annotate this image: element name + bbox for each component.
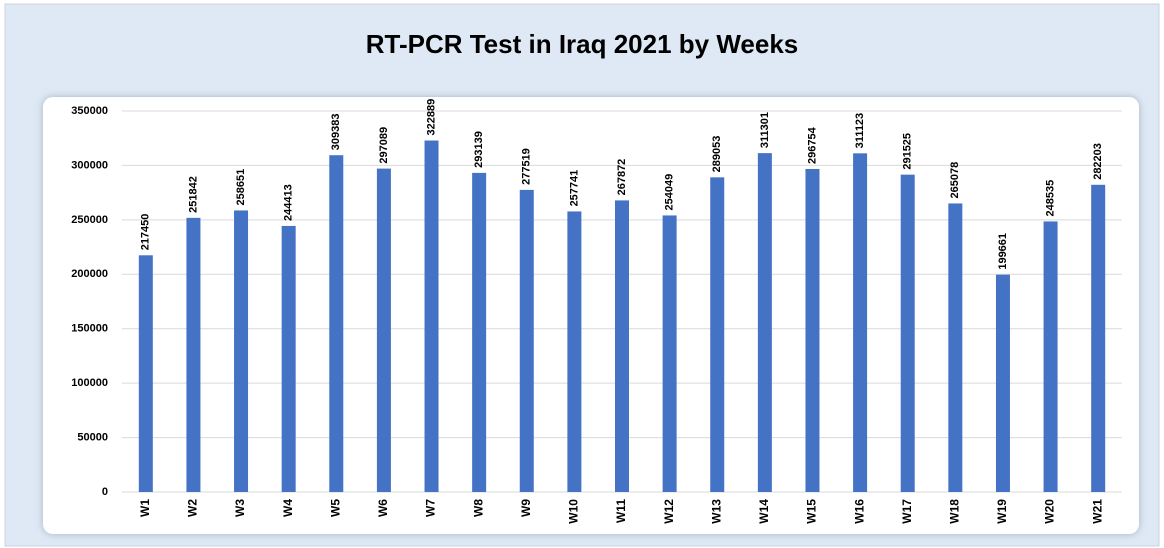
bar <box>615 200 629 492</box>
plot-panel <box>43 97 1139 534</box>
data-label: 293139 <box>473 131 485 168</box>
data-label: 297089 <box>378 127 390 164</box>
data-label: 254049 <box>664 174 676 211</box>
data-label: 311123 <box>854 113 866 149</box>
data-label: 251842 <box>187 176 199 213</box>
y-tick-label: 150000 <box>71 323 108 335</box>
bar <box>186 217 201 492</box>
bar <box>424 140 439 492</box>
x-tick-label: W7 <box>424 499 438 517</box>
x-tick-label: W6 <box>376 499 390 517</box>
data-label: 257741 <box>568 170 580 207</box>
x-tick-label: W5 <box>328 499 342 517</box>
y-tick-label: 0 <box>102 486 108 498</box>
bar <box>995 274 1010 492</box>
y-tick-label: 100000 <box>71 377 108 389</box>
data-label: 289053 <box>711 136 723 173</box>
data-label: 267872 <box>616 159 628 196</box>
data-label: 265078 <box>949 162 961 199</box>
x-tick-label: W18 <box>948 499 962 524</box>
bar <box>948 203 963 492</box>
y-tick-label: 300000 <box>71 159 108 171</box>
x-tick-label: W17 <box>900 499 914 524</box>
data-label: 311301 <box>759 112 771 148</box>
bar <box>281 225 296 492</box>
x-tick-label: W9 <box>519 499 533 517</box>
bar <box>519 189 534 492</box>
x-tick-label: W11 <box>614 499 628 523</box>
data-label: 217450 <box>140 214 152 251</box>
data-label: 244413 <box>283 184 295 221</box>
bar <box>1091 184 1106 492</box>
x-tick-label: W1 <box>138 499 152 517</box>
x-tick-label: W13 <box>709 499 723 524</box>
x-tick-label: W3 <box>233 499 247 517</box>
chart-title: RT-PCR Test in Iraq 2021 by Weeks <box>366 29 799 59</box>
bar <box>329 155 344 492</box>
bar <box>234 210 249 492</box>
bar <box>472 172 487 492</box>
x-tick-label: W19 <box>995 499 1009 524</box>
x-tick-label: W15 <box>805 499 819 524</box>
bar <box>662 215 677 492</box>
y-tick-label: 250000 <box>71 214 108 226</box>
x-tick-label: W16 <box>852 499 866 524</box>
x-tick-label: W14 <box>757 499 771 524</box>
data-label: 291525 <box>902 133 914 170</box>
x-tick-label: W8 <box>471 499 485 517</box>
x-tick-label: W10 <box>567 499 581 524</box>
bar <box>757 153 772 492</box>
y-tick-label: 50000 <box>77 431 108 443</box>
data-label: 296754 <box>806 126 818 164</box>
data-label: 277519 <box>521 148 533 185</box>
data-label: 258651 <box>235 169 247 206</box>
x-tick-label: W20 <box>1043 499 1057 524</box>
y-tick-label: 200000 <box>71 268 108 280</box>
x-tick-label: W21 <box>1090 499 1104 524</box>
bar <box>853 153 868 493</box>
bar <box>805 168 820 492</box>
bar <box>1043 221 1058 492</box>
x-tick-label: W12 <box>662 499 676 524</box>
data-label: 248535 <box>1044 180 1056 217</box>
data-label: 322889 <box>425 99 437 136</box>
bar <box>138 255 153 492</box>
data-label: 309383 <box>330 113 342 150</box>
bar <box>376 168 391 492</box>
x-tick-label: W2 <box>186 499 200 517</box>
y-tick-label: 350000 <box>71 105 108 117</box>
bar <box>567 211 582 492</box>
x-tick-label: W4 <box>281 499 295 517</box>
bar <box>900 174 915 492</box>
data-label: 199661 <box>997 233 1009 270</box>
data-label: 282203 <box>1092 143 1104 180</box>
bar <box>710 177 725 493</box>
